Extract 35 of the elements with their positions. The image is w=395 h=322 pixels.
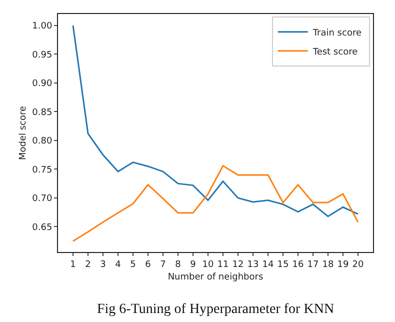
x-tick-label: 9 — [190, 260, 196, 270]
x-tick-label: 4 — [115, 260, 122, 270]
x-tick-label: 13 — [247, 260, 259, 270]
y-tick-label: 0.80 — [32, 136, 52, 147]
x-tick-label: 8 — [175, 260, 182, 270]
caption: Fig 6-Tuning of Hyperparameter for KNN — [97, 302, 334, 317]
x-tick-label: 16 — [292, 260, 304, 270]
y-tick-label: 0.65 — [32, 222, 52, 233]
legend-label: Test score — [312, 47, 358, 58]
x-tick-label: 18 — [322, 260, 334, 270]
x-tick-label: 5 — [130, 260, 136, 270]
x-tick-label: 10 — [202, 260, 214, 270]
x-tick-label: 17 — [307, 260, 319, 270]
x-axis-title: Number of neighbors — [168, 272, 264, 283]
y-tick-label: 0.75 — [32, 165, 52, 176]
y-tick-label: 1.00 — [32, 22, 52, 32]
x-tick-label: 15 — [277, 260, 289, 270]
x-tick-label: 19 — [337, 260, 349, 270]
x-tick-label: 11 — [217, 260, 229, 270]
legend-label: Train score — [312, 28, 362, 38]
y-tick-label: 0.70 — [32, 194, 52, 204]
y-tick-label: 0.95 — [32, 50, 52, 60]
x-tick-label: 6 — [145, 260, 152, 270]
x-tick-label: 14 — [262, 260, 274, 270]
y-axis-title: Model score — [18, 106, 29, 160]
x-tick-label: 20 — [352, 260, 364, 270]
y-tick-label: 0.90 — [32, 79, 52, 90]
line-series — [72, 165, 359, 242]
x-tick-label: 12 — [232, 260, 244, 270]
y-tick-label: 0.85 — [32, 108, 52, 118]
x-tick-label: 1 — [70, 260, 76, 270]
x-tick-label: 7 — [160, 260, 166, 270]
x-tick-label: 3 — [100, 260, 106, 270]
line-series — [72, 24, 359, 218]
x-tick-label: 2 — [85, 260, 91, 270]
